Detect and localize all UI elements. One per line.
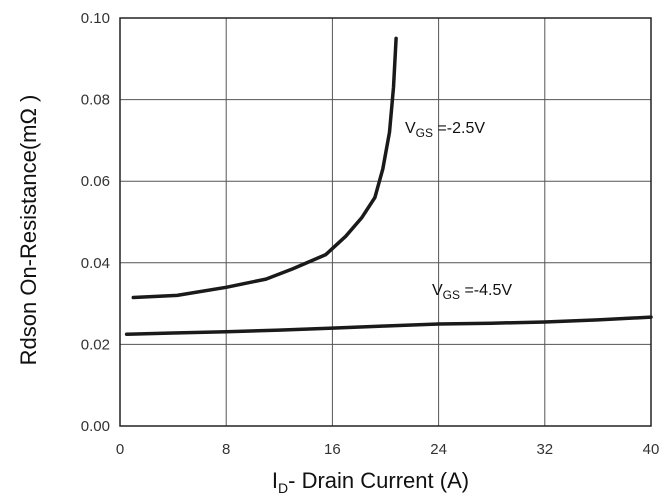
series-label-vgs-2.5v: VGS =-2.5V [405, 120, 485, 140]
x-axis-label: ID- Drain Current (A) [272, 468, 469, 496]
series-line-1 [124, 315, 653, 336]
y-tick-label: 0.06 [81, 173, 110, 190]
y-axis-label: Rdson On-Resistance(mΩ ) [16, 95, 41, 366]
y-tick-labels: 0.00 0.02 0.04 0.06 0.08 0.10 [81, 10, 110, 435]
x-tick-labels: 0 8 16 24 32 40 [116, 441, 660, 458]
x-tick-label: 0 [116, 441, 124, 458]
x-tick-label: 16 [324, 441, 341, 458]
x-tick-label: 40 [643, 441, 660, 458]
grid-lines [119, 17, 652, 427]
y-tick-label: 0.02 [81, 336, 110, 353]
series-line-0 [131, 36, 398, 300]
plot-frame [119, 17, 652, 427]
y-tick-label: 0.04 [81, 255, 110, 272]
y-tick-label: 0.08 [81, 92, 110, 109]
x-tick-label: 32 [536, 441, 553, 458]
y-tick-label: 0.00 [81, 418, 110, 435]
series-label-vgs-4.5v: VGS =-4.5V [432, 282, 512, 302]
x-tick-label: 24 [430, 441, 447, 458]
series-lines [124, 36, 653, 336]
x-tick-label: 8 [222, 441, 230, 458]
y-tick-label: 0.10 [81, 10, 110, 27]
